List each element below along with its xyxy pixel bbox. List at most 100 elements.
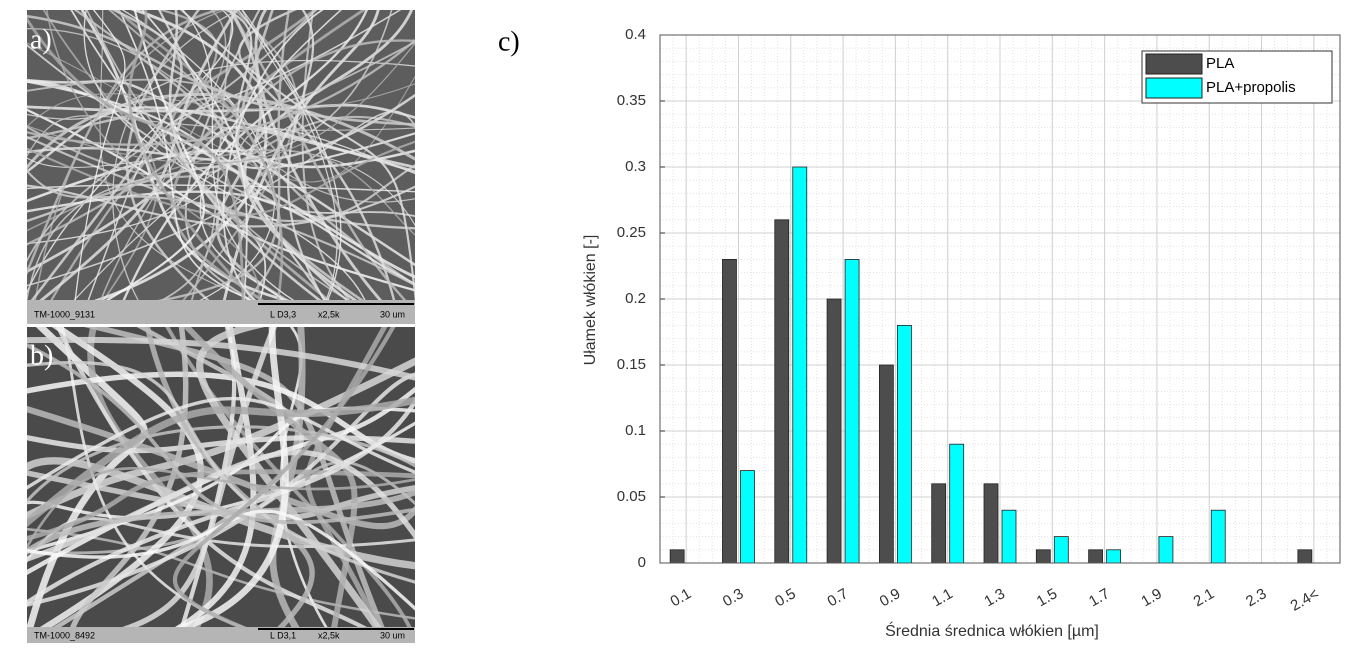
bar	[1035, 549, 1051, 564]
x-tick-label: 0.3	[720, 585, 747, 610]
fiber	[199, 10, 343, 300]
fiber	[236, 10, 364, 300]
sem-image	[27, 327, 415, 627]
fiber	[27, 42, 415, 165]
fiber	[122, 10, 368, 300]
fiber	[27, 10, 318, 263]
panel-label: a)	[30, 24, 52, 55]
y-tick-label: 0.2	[625, 290, 646, 307]
fiber	[27, 336, 415, 381]
x-tick-label: 1.9	[1138, 585, 1165, 610]
caption-scale: 30 um	[380, 630, 405, 640]
x-tick-label: 0.7	[824, 585, 851, 610]
panel-label: c)	[498, 26, 520, 57]
bar	[949, 443, 965, 564]
fiber	[230, 10, 407, 300]
y-axis-label: Ułamek włókien [-]	[582, 235, 599, 366]
bar	[669, 549, 685, 564]
x-axis-label: Średnia średnica włókien [µm]	[885, 621, 1099, 640]
fiber	[27, 397, 415, 606]
caption-mode: L D3,1	[270, 630, 296, 640]
fiber	[83, 10, 366, 300]
fiber	[27, 343, 415, 525]
fiber	[85, 10, 350, 300]
fiber	[87, 327, 213, 627]
sem-image	[27, 10, 415, 300]
caption-id: TM-1000_9131	[34, 309, 95, 319]
fiber	[27, 396, 415, 528]
y-tick-label: 0	[638, 554, 646, 571]
fiber	[27, 489, 415, 556]
fiber	[27, 360, 415, 584]
fiber	[99, 10, 254, 300]
caption-mag: x2,5k	[318, 309, 340, 319]
fiber	[222, 10, 324, 300]
bar	[931, 483, 947, 564]
x-tick-label: 1.1	[929, 585, 956, 610]
fiber	[73, 10, 282, 300]
bar	[1210, 509, 1226, 564]
fiber	[128, 10, 257, 300]
x-tick-label: 0.5	[772, 585, 799, 610]
fiber	[168, 10, 322, 300]
fiber	[27, 149, 415, 227]
fiber	[27, 80, 415, 170]
panel-label: b)	[30, 340, 53, 371]
y-tick-label: 0.35	[617, 92, 646, 109]
fiber	[196, 327, 382, 627]
fiber	[172, 327, 396, 627]
bar	[844, 258, 860, 564]
fiber	[27, 421, 415, 520]
caption-bar	[27, 627, 415, 643]
fiber	[241, 10, 338, 300]
caption-scale: 30 um	[380, 309, 405, 319]
fiber	[55, 327, 368, 627]
fiber	[27, 16, 245, 300]
bar	[1158, 536, 1174, 564]
fiber	[27, 42, 415, 183]
caption-mag: x2,5k	[318, 630, 340, 640]
bar	[740, 470, 755, 564]
x-tick-label: 2.3	[1243, 585, 1270, 610]
bar	[896, 324, 912, 564]
fiber	[27, 467, 415, 550]
x-tick-label: 2.4<	[1288, 585, 1322, 615]
x-tick-label: 1.7	[1086, 585, 1113, 610]
legend-swatch	[1145, 77, 1203, 99]
bar	[878, 364, 894, 564]
y-tick-label: 0.1	[625, 422, 646, 439]
fiber	[27, 80, 415, 279]
plot-frame	[659, 34, 1341, 564]
bar	[1106, 549, 1122, 564]
x-tick-label: 1.5	[1034, 585, 1061, 610]
x-tick-label: 0.9	[877, 585, 904, 610]
fiber	[87, 10, 402, 300]
bar	[1001, 509, 1017, 564]
fiber	[174, 327, 289, 627]
fiber	[112, 10, 241, 300]
fiber	[27, 169, 415, 287]
fiber	[46, 10, 260, 300]
fiber	[30, 10, 183, 300]
fiber	[80, 10, 291, 300]
fiber	[27, 184, 415, 228]
x-tick-label: 1.3	[981, 585, 1008, 610]
fiber	[27, 38, 415, 146]
fiber	[169, 10, 331, 300]
fiber	[74, 10, 126, 300]
x-tick-label: 2.1	[1191, 585, 1218, 610]
plot-area: 0 0.05 0.1 0.15 0.2 0.25 0.3 0.35 0.4 0.1 0.3 0.5 0.…	[617, 26, 1341, 615]
bar	[792, 166, 808, 564]
fiber	[181, 10, 295, 300]
fiber	[105, 10, 205, 300]
fiber	[27, 509, 415, 611]
caption-id: TM-1000_8492	[34, 630, 95, 640]
fiber	[27, 425, 415, 504]
fiber	[27, 449, 415, 562]
bar	[1088, 549, 1104, 564]
legend-label: PLA	[1206, 55, 1234, 72]
y-tick-label: 0.25	[617, 224, 646, 241]
caption-mode: L D3,3	[270, 309, 296, 319]
y-tick-label: 0.15	[617, 356, 646, 373]
